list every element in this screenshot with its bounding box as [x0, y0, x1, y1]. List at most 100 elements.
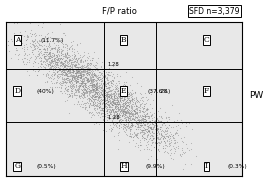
- Point: [63, 63, 67, 66]
- Point: [77, 83, 82, 86]
- Point: [157, 144, 161, 147]
- Point: [71, 70, 75, 73]
- Point: [87, 93, 91, 96]
- Point: [46, 57, 51, 60]
- Point: [92, 122, 97, 125]
- Point: [130, 76, 135, 79]
- Point: [57, 67, 61, 70]
- Point: [55, 51, 59, 53]
- Point: [134, 111, 139, 114]
- Point: [32, 39, 37, 42]
- Point: [98, 106, 103, 109]
- Point: [83, 75, 87, 78]
- Point: [101, 93, 105, 96]
- Point: [135, 125, 140, 128]
- Point: [96, 84, 101, 87]
- Point: [103, 93, 108, 96]
- Point: [105, 70, 110, 73]
- Point: [107, 115, 112, 118]
- Point: [114, 110, 118, 113]
- Point: [84, 100, 89, 103]
- Point: [63, 100, 67, 103]
- Point: [117, 104, 122, 107]
- Point: [91, 101, 95, 104]
- Point: [146, 121, 151, 124]
- Point: [112, 107, 116, 110]
- Point: [76, 87, 80, 89]
- Point: [62, 65, 66, 68]
- Point: [75, 76, 79, 79]
- Point: [86, 87, 90, 90]
- Point: [97, 78, 101, 81]
- Point: [145, 134, 149, 137]
- Point: [20, 57, 24, 60]
- Point: [65, 56, 69, 59]
- Point: [134, 120, 138, 123]
- Point: [128, 125, 133, 128]
- Point: [73, 57, 77, 60]
- Point: [82, 107, 87, 110]
- Point: [109, 94, 114, 97]
- Point: [120, 126, 125, 129]
- Point: [136, 131, 140, 134]
- Point: [155, 126, 159, 129]
- Point: [92, 98, 97, 100]
- Point: [79, 82, 83, 85]
- Point: [106, 95, 110, 98]
- Point: [90, 59, 94, 61]
- Point: [37, 56, 42, 59]
- Point: [119, 90, 123, 93]
- Point: [114, 111, 118, 114]
- Point: [52, 47, 56, 50]
- Point: [54, 64, 59, 67]
- Point: [62, 66, 66, 68]
- Point: [119, 114, 124, 117]
- Point: [78, 84, 82, 87]
- Point: [67, 75, 71, 78]
- Point: [80, 89, 84, 92]
- Point: [82, 80, 87, 83]
- Point: [89, 74, 94, 76]
- Point: [125, 95, 129, 98]
- Point: [59, 62, 63, 65]
- Point: [57, 23, 62, 25]
- Point: [113, 110, 118, 113]
- Point: [60, 70, 65, 73]
- Point: [95, 74, 99, 77]
- Point: [135, 136, 139, 139]
- Point: [110, 81, 114, 84]
- Point: [85, 81, 89, 84]
- Point: [103, 102, 107, 105]
- Point: [127, 92, 131, 95]
- Point: [71, 68, 75, 71]
- Point: [62, 70, 66, 73]
- Point: [112, 98, 117, 101]
- Point: [90, 84, 95, 87]
- Point: [93, 89, 97, 92]
- Point: [106, 104, 111, 107]
- Point: [87, 71, 92, 74]
- Text: B: B: [121, 36, 126, 44]
- Point: [87, 68, 91, 71]
- Point: [74, 81, 79, 84]
- Point: [54, 60, 58, 63]
- Point: [75, 89, 79, 92]
- Point: [125, 101, 129, 104]
- Point: [105, 111, 109, 114]
- Point: [176, 147, 180, 150]
- Point: [125, 103, 130, 106]
- Point: [169, 125, 173, 128]
- Point: [45, 74, 50, 77]
- Point: [51, 40, 56, 42]
- Point: [37, 39, 41, 42]
- Point: [63, 43, 68, 46]
- Point: [53, 59, 57, 62]
- Point: [59, 71, 64, 74]
- Point: [152, 131, 156, 134]
- Point: [156, 119, 161, 122]
- Point: [168, 139, 173, 142]
- Point: [119, 117, 123, 120]
- Point: [74, 82, 79, 85]
- Point: [130, 121, 134, 124]
- Point: [127, 95, 131, 98]
